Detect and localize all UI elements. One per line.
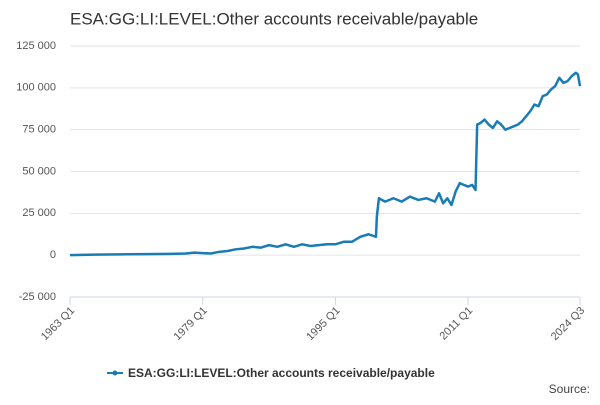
chart-title: ESA:GG:LI:LEVEL:Other accounts receivabl… (70, 9, 478, 28)
x-tick-label: 1963 Q1 (39, 305, 77, 343)
legend-label: ESA:GG:LI:LEVEL:Other accounts receivabl… (128, 366, 435, 380)
series-line (69, 71, 582, 257)
x-tick-label: 2024 Q3 (549, 305, 587, 343)
legend-marker (112, 370, 118, 376)
y-tick-label: 75 000 (22, 124, 56, 136)
y-tick-label: 125 000 (16, 40, 56, 52)
y-tick-label: 100 000 (16, 82, 56, 94)
x-tick-label: 2011 Q1 (437, 305, 475, 343)
x-tick-label: 1979 Q1 (172, 305, 210, 343)
source: Source: (549, 382, 590, 396)
y-tick-label: 25 000 (22, 207, 56, 219)
x-tick-label: 1995 Q1 (304, 305, 342, 343)
y-tick-label: 50 000 (22, 165, 56, 177)
y-tick-label: -25 000 (19, 291, 56, 303)
y-tick-label: 0 (50, 249, 56, 261)
